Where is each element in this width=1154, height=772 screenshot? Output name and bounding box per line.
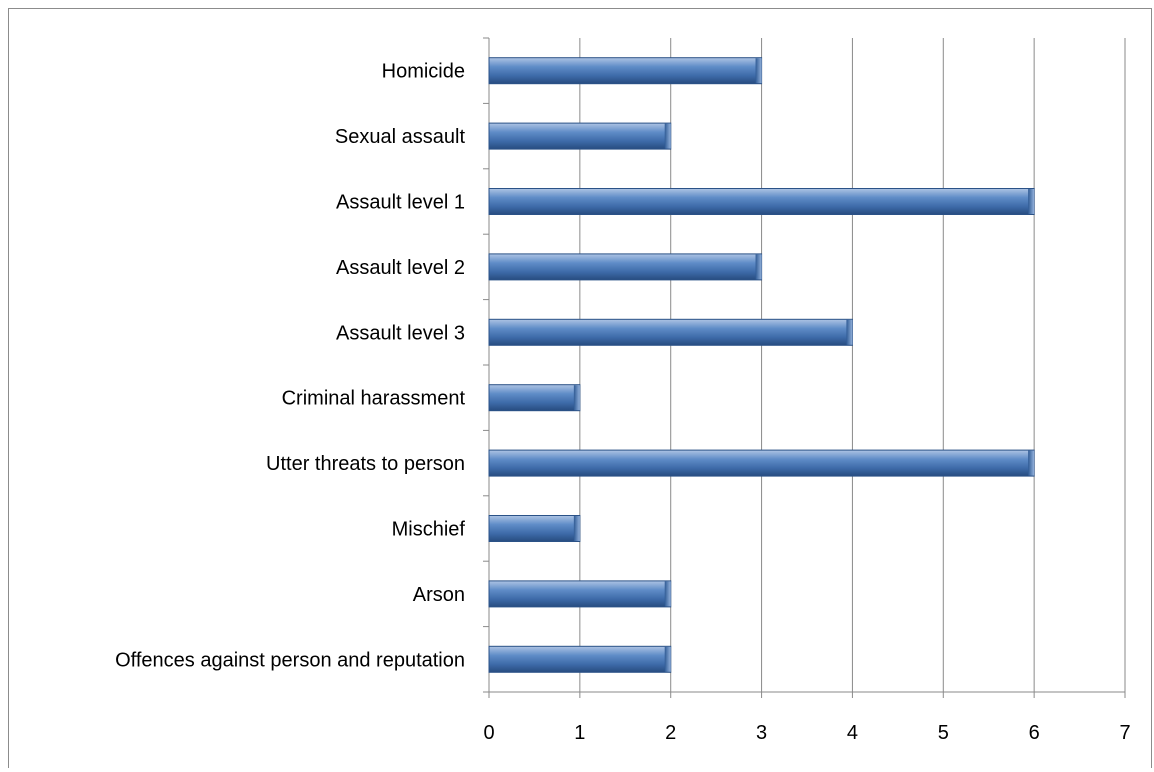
bar-end-cap: [664, 646, 671, 672]
bar-body: [488, 449, 1035, 477]
bar-body: [488, 580, 672, 608]
bar: [488, 645, 672, 673]
bar-end-cap: [755, 254, 762, 280]
category-label: Assault level 3: [336, 322, 465, 344]
x-tick-label: 2: [665, 722, 676, 744]
bar: [488, 188, 1035, 215]
bar-end-cap: [846, 319, 853, 345]
bar-body: [488, 645, 672, 673]
bar: [488, 57, 763, 85]
bar: [488, 580, 672, 608]
bar-end-cap: [1028, 189, 1035, 214]
x-tick-labels: 0 1 2 3 4 5 6 7: [483, 722, 1130, 744]
bar-body: [488, 384, 581, 412]
bar-end-cap: [755, 58, 762, 84]
category-label: Homicide: [382, 61, 465, 83]
bar: [488, 515, 581, 542]
category-labels: Homicide Sexual assault Assault level 1 Ass…: [115, 61, 465, 672]
bar-body: [488, 122, 672, 150]
bar: [488, 122, 672, 150]
bar-body: [488, 318, 853, 346]
bar-end-cap: [664, 581, 671, 607]
category-label: Sexual assault: [335, 126, 466, 148]
category-label: Utter threats to person: [266, 453, 465, 475]
bar-body: [488, 188, 1035, 215]
x-tick-label: 4: [847, 722, 858, 744]
x-tick-label: 3: [756, 722, 767, 744]
bar-end-cap: [1028, 450, 1035, 476]
category-label: Mischief: [392, 519, 466, 541]
category-label: Assault level 2: [336, 257, 465, 279]
bar: [488, 253, 763, 281]
bar-end-cap: [573, 385, 580, 411]
bar-end-cap: [573, 516, 580, 541]
x-tick-label: 1: [574, 722, 585, 744]
x-tick-label: 5: [938, 722, 949, 744]
category-label: Assault level 1: [336, 192, 465, 214]
category-label: Offences against person and reputation: [115, 649, 465, 671]
bar: [488, 318, 853, 346]
bar: [488, 449, 1035, 477]
category-label: Arson: [413, 584, 465, 606]
x-tick-label: 0: [483, 722, 494, 744]
x-tick-label: 7: [1119, 722, 1130, 744]
bar-body: [488, 253, 763, 281]
bar-end-cap: [664, 123, 671, 149]
chart-frame: [8, 8, 1152, 768]
bars: [488, 57, 1035, 673]
x-tick-label: 6: [1029, 722, 1040, 744]
bar-body: [488, 57, 763, 85]
bar: [488, 384, 581, 412]
bar-body: [488, 515, 581, 542]
category-label: Criminal harassment: [282, 388, 466, 410]
